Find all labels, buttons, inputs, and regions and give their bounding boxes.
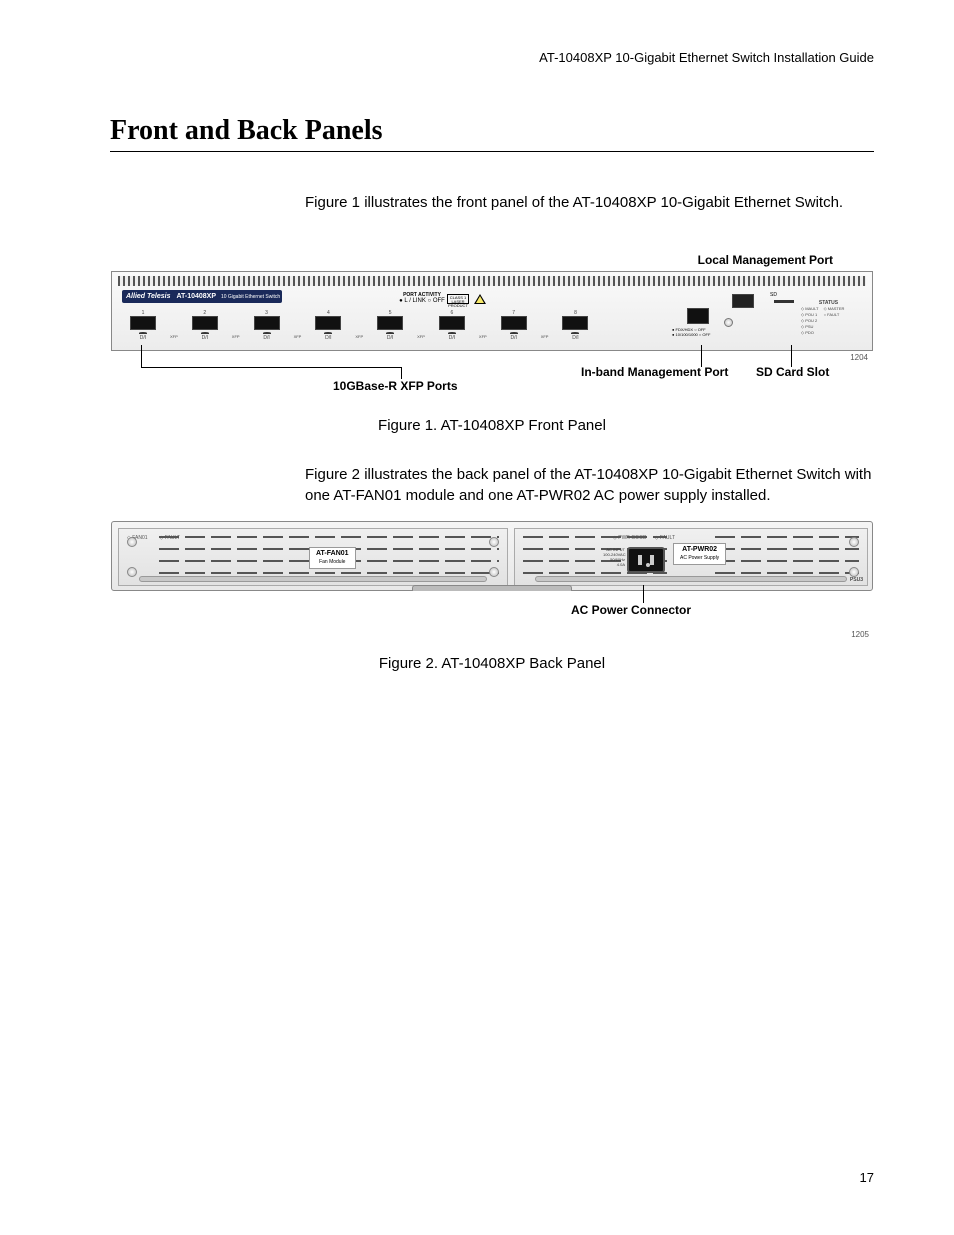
fan-module-name: AT-FAN01 — [316, 550, 349, 557]
handle-icon — [535, 576, 847, 582]
callout-line — [791, 345, 792, 367]
screw-icon — [489, 567, 499, 577]
xfp-cage-icon — [501, 316, 527, 330]
back-panel-diagram: ◇ FAN01 ◇ FAULT AT-FAN01 Fan Module — [111, 521, 873, 591]
local-mgmt-port-icon — [732, 294, 754, 308]
brand-logo-text: Allied Telesis — [126, 293, 170, 300]
fig2-callout-row: AC Power Connector — [111, 601, 873, 625]
inband-mgmt-port-icon — [687, 308, 709, 324]
port-low-label: D/I — [387, 335, 393, 341]
port-low-label: D/I — [572, 335, 578, 341]
vent-icon — [715, 535, 859, 579]
figure-2: ◇ FAN01 ◇ FAULT AT-FAN01 Fan Module — [111, 521, 873, 625]
callout-line — [141, 345, 142, 367]
chassis-handle-icon — [412, 585, 572, 591]
xfp-label: XFP — [479, 334, 487, 341]
page-number: 17 — [860, 1170, 874, 1185]
screw-icon — [127, 567, 137, 577]
port-low-label: D/I — [510, 335, 516, 341]
xfp-label: XFP — [417, 334, 425, 341]
screw-icon — [724, 318, 733, 327]
doc-header: AT-10408XP 10-Gigabit Ethernet Switch In… — [110, 50, 874, 65]
xfp-label: XFP — [541, 334, 549, 341]
port-low-label: D/I — [202, 335, 208, 341]
fig1-callout-row: 10GBase-R XFP Ports In-band Management P… — [111, 357, 873, 387]
xfp-handle-icon — [139, 332, 147, 334]
xfp-handle-icon — [571, 332, 579, 334]
front-panel-diagram: Allied Telesis AT-10408XP 10 Gigabit Eth… — [111, 271, 873, 351]
xfp-cage-icon — [562, 316, 588, 330]
brand-bar: Allied Telesis AT-10408XP 10 Gigabit Eth… — [122, 290, 282, 303]
callout-sd: SD Card Slot — [756, 365, 829, 379]
xfp-cage-icon — [130, 316, 156, 330]
mgmt-port-legend: ● FDX/HDX ○ OFF ● 10/100/1000 ○ OFF — [672, 327, 732, 337]
xfp-handle-icon — [510, 332, 518, 334]
xfp-handle-icon — [324, 332, 332, 334]
screw-icon — [849, 567, 859, 577]
xfp-cage-icon — [192, 316, 218, 330]
callout-ac: AC Power Connector — [571, 603, 691, 617]
xfp-cage-icon — [254, 316, 280, 330]
xfp-cage-icon — [377, 316, 403, 330]
callout-line — [643, 585, 644, 603]
status-col2: ◇ MASTER ○ FAULT — [824, 306, 845, 318]
figure-1: Local Management Port Allied Telesis AT-… — [111, 253, 873, 387]
intro-para-1: Figure 1 illustrates the front panel of … — [305, 192, 874, 213]
figure-2-caption: Figure 2. AT-10408XP Back Panel — [110, 655, 874, 672]
xfp-cage-icon — [315, 316, 341, 330]
xfp-label: XFP — [170, 334, 178, 341]
sd-label: SD — [770, 292, 777, 298]
handle-icon — [139, 576, 487, 582]
xfp-label: XFP — [232, 334, 240, 341]
callout-line — [141, 367, 401, 368]
xfp-port-row: 1D/I XFP 2D/I XFP 3D/I XFP 4D/I XFP 5D/I… — [130, 309, 672, 341]
psu-tag: PSU3 — [850, 577, 863, 583]
ac-inlet-icon — [627, 547, 665, 573]
sd-slot-icon — [774, 300, 794, 303]
port-low-label: D/I — [263, 335, 269, 341]
pwr-module-sub: AC Power Supply — [680, 554, 719, 562]
fan-module-sub: Fan Module — [316, 558, 349, 566]
diagram-number: 1205 — [851, 630, 869, 639]
status-leds: STATUS ◇ MAULT ◇ POU 1 ◇ POU 2 ◇ PSU ◇ P… — [801, 300, 856, 336]
ac-spec-text: AC INPUT 100-240VAC 50/60Hz 4.0A — [603, 547, 625, 567]
model-text: AT-10408XP — [176, 293, 216, 300]
callout-line — [701, 345, 702, 367]
callout-local-mgmt: Local Management Port — [111, 253, 873, 267]
xfp-handle-icon — [201, 332, 209, 334]
screw-icon — [849, 537, 859, 547]
warning-icon — [474, 294, 486, 304]
vent-strip — [118, 276, 866, 286]
figure-1-caption: Figure 1. AT-10408XP Front Panel — [110, 417, 874, 434]
screw-icon — [127, 537, 137, 547]
port-low-label: D/I — [449, 335, 455, 341]
status-col1: ◇ MAULT ◇ POU 1 ◇ POU 2 ◇ PSU ◇ PDO — [801, 306, 818, 336]
callout-inband: In-band Management Port — [581, 365, 728, 379]
xfp-cage-icon — [439, 316, 465, 330]
fan-module-label: AT-FAN01 Fan Module — [309, 547, 356, 569]
management-area: SD STATUS ◇ MAULT ◇ POU 1 ◇ POU 2 ◇ PSU … — [672, 290, 862, 345]
pwr-module-label: AT-PWR02 AC Power Supply — [673, 543, 726, 565]
xfp-handle-icon — [263, 332, 271, 334]
port-low-label: D/I — [325, 335, 331, 341]
xfp-label: XFP — [294, 334, 302, 341]
model-sub: 10 Gigabit Ethernet Switch — [221, 294, 280, 300]
screw-icon — [489, 537, 499, 547]
xfp-handle-icon — [448, 332, 456, 334]
callout-line — [401, 367, 402, 379]
callout-xfp: 10GBase-R XFP Ports — [333, 379, 458, 393]
xfp-handle-icon — [386, 332, 394, 334]
xfp-label: XFP — [355, 334, 363, 341]
class1-laser-label: CLASS 1 LASER PRODUCT — [447, 294, 469, 304]
pwr-module-name: AT-PWR02 — [682, 546, 717, 553]
fan-module: ◇ FAN01 ◇ FAULT AT-FAN01 Fan Module — [118, 528, 508, 586]
intro-para-2: Figure 2 illustrates the back panel of t… — [305, 464, 874, 506]
port-low-label: D/I — [140, 335, 146, 341]
power-module: ◇ PWR GOOD ◇ FAULT AC INPUT 100-240VAC 5… — [514, 528, 868, 586]
section-title: Front and Back Panels — [110, 115, 874, 152]
